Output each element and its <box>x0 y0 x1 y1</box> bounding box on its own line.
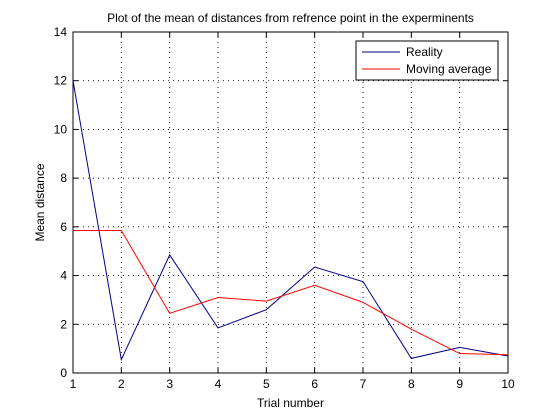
y-tick-label: 8 <box>60 171 67 185</box>
legend-entry: Reality <box>406 45 443 59</box>
y-tick-label: 6 <box>60 220 67 234</box>
x-tick-label: 7 <box>360 377 367 391</box>
y-tick-label: 12 <box>54 74 68 88</box>
legend-entry: Moving average <box>406 62 492 76</box>
y-tick-label: 0 <box>60 366 67 380</box>
y-tick-label: 10 <box>54 122 68 136</box>
x-tick-label: 8 <box>408 377 415 391</box>
legend-box <box>355 40 499 81</box>
x-tick-label: 6 <box>311 377 318 391</box>
x-tick-label: 5 <box>263 377 270 391</box>
x-tick-label: 2 <box>118 377 125 391</box>
legend: Reality Moving average <box>355 40 499 81</box>
y-tick-label: 4 <box>60 269 67 283</box>
x-tick-label: 9 <box>456 377 463 391</box>
x-axis-label: Trial number <box>257 396 324 410</box>
x-tick-label: 4 <box>215 377 222 391</box>
chart-title: Plot of the mean of distances from refre… <box>107 11 474 25</box>
x-tick-label: 1 <box>70 377 77 391</box>
series-line-moving-average <box>73 230 509 356</box>
y-tick-label: 14 <box>54 25 68 39</box>
y-tick-label: 2 <box>60 317 67 331</box>
x-tick-label: 3 <box>166 377 173 391</box>
x-tick-label: 10 <box>501 377 515 391</box>
axes-box <box>72 31 509 374</box>
series-line-reality <box>72 80 509 362</box>
y-axis-label: Mean distance <box>33 163 47 241</box>
